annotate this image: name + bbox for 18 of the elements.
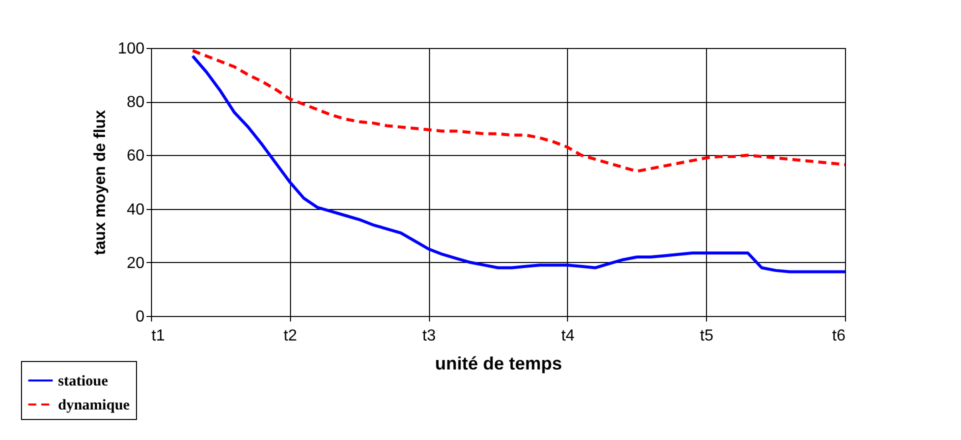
y-tick-label: 40 [126, 201, 145, 218]
x-tick-label: t1 [152, 328, 165, 344]
x-tick-label: t5 [700, 328, 714, 344]
x-tick-label: t4 [561, 328, 575, 344]
y-tick-label: 60 [126, 148, 145, 165]
legend-label: dynamique [58, 398, 130, 414]
line-series [191, 49, 846, 173]
x-axis-title: unité de temps [434, 354, 562, 374]
y-tick-label: 0 [136, 308, 145, 326]
y-axis-title: taux moyen de flux [92, 110, 109, 255]
y-tick-label: 80 [126, 94, 145, 112]
legend-label: statioue [58, 374, 108, 390]
x-tick-label: t2 [284, 328, 298, 344]
line-series [191, 54, 846, 274]
y-tick-label: 100 [118, 40, 145, 58]
y-tick-label: 20 [126, 254, 145, 272]
x-tick-label: t3 [422, 328, 436, 344]
x-tick-label: t6 [832, 328, 846, 344]
